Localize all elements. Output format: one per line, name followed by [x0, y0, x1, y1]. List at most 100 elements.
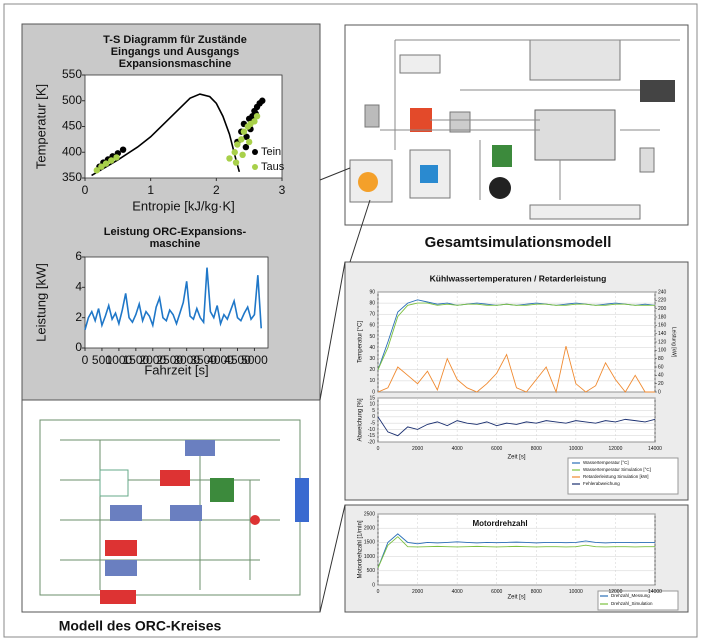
x-axis-label: Zeit [s] — [507, 455, 525, 461]
point — [245, 138, 253, 146]
x-tick-label: 8000 — [531, 589, 542, 595]
y-axis-label: Temperatur [K] — [33, 84, 48, 169]
x-tick-label: 6000 — [491, 589, 502, 595]
legend-label: Wassertemperatur [°C] — [583, 460, 629, 465]
point — [226, 155, 233, 162]
x-tick-label: 0 — [82, 183, 89, 197]
series-line — [84, 267, 263, 331]
series-line — [377, 302, 655, 370]
y-tick-label: 1500 — [364, 540, 375, 546]
y-tick-label: 0 — [372, 414, 375, 420]
y-tick-label: 2 — [75, 310, 82, 324]
x-tick-label: 1 — [147, 183, 154, 197]
y2-axis-label: Leistung [kW] — [671, 327, 677, 358]
chart-title: maschine — [150, 238, 201, 250]
series-line — [377, 536, 655, 569]
y-tick-label: 0 — [75, 340, 82, 354]
point — [239, 151, 246, 159]
x-tick-label: 5000 — [241, 353, 268, 367]
y-tick-label: 550 — [62, 67, 82, 81]
legend-label: Tein — [261, 146, 281, 158]
x-tick-label: 0 — [377, 446, 380, 452]
x-tick-label: 6000 — [491, 446, 502, 452]
y-tick-label: 4 — [75, 280, 82, 294]
orc-model-screenshot — [21, 399, 321, 613]
x-tick-label: 10000 — [569, 446, 583, 452]
y-tick-label: -5 — [371, 420, 376, 426]
y-tick-label: 0 — [372, 389, 375, 395]
x-tick-label: 10000 — [569, 589, 583, 595]
legend-label: Drehzahl_Messung — [611, 593, 650, 598]
point — [251, 118, 258, 125]
y-tick-label: 10 — [369, 378, 375, 384]
point — [259, 97, 266, 104]
y-tick-label: 70 — [369, 312, 375, 318]
y2-tick-label: 240 — [658, 289, 667, 295]
y-tick-label: 6 — [75, 249, 82, 263]
y-tick-label: 350 — [62, 170, 82, 184]
legend-label: Fehlerabweichung — [583, 481, 620, 486]
y-tick-label: 0 — [372, 582, 375, 588]
point — [253, 113, 261, 120]
y2-tick-label: 180 — [658, 314, 667, 320]
x-tick-label: 2000 — [412, 589, 423, 595]
x-axis-label: Entropie [kJ/kg·K] — [132, 198, 235, 213]
y2-tick-label: 60 — [658, 364, 664, 370]
y2-tick-label: 140 — [658, 331, 667, 337]
point — [93, 167, 101, 174]
y2-tick-label: 40 — [658, 373, 664, 379]
x-tick-label: 14000 — [648, 589, 662, 595]
point — [243, 133, 250, 140]
point — [234, 141, 241, 148]
chart-title: Kühlwassertemperaturen / Retarderleistun… — [430, 273, 607, 283]
x-tick-label: 2500 — [156, 353, 183, 367]
legend-box — [597, 590, 679, 611]
caption: Gesamtsimulationsmodell — [425, 234, 612, 251]
series-line — [377, 533, 655, 569]
connector — [319, 167, 371, 613]
y-tick-label: 500 — [62, 93, 82, 107]
y-tick-label: 2500 — [364, 511, 375, 517]
x-tick-label: 2 — [213, 183, 220, 197]
y2-tick-label: 80 — [658, 356, 664, 362]
chart-title: Eingangs und Ausgangs — [111, 46, 240, 58]
series-line — [377, 416, 656, 437]
y2-tick-label: 200 — [658, 306, 667, 312]
point — [113, 154, 120, 161]
y-tick-label: 90 — [369, 289, 375, 295]
y-tick-label: -20 — [368, 439, 375, 445]
y-axis-label: Motordrehzahl [1/min] — [358, 520, 364, 578]
legend-swatch — [252, 164, 258, 170]
point — [108, 157, 115, 164]
x-tick-label: 4500 — [224, 353, 251, 367]
x-tick-label: 4000 — [452, 446, 463, 452]
point — [231, 149, 238, 156]
point — [119, 146, 127, 153]
y-tick-label: 400 — [62, 144, 82, 158]
x-tick-label: 0 — [82, 353, 89, 367]
y-tick-label: 15 — [369, 395, 375, 401]
y2-tick-label: 100 — [658, 348, 667, 354]
series-line — [377, 346, 655, 394]
x-tick-label: 12000 — [608, 446, 622, 452]
chart-title: Motordrehzahl — [472, 519, 527, 528]
x-tick-label: 3000 — [173, 353, 200, 367]
chart-title: Expansionsmaschine — [119, 58, 232, 70]
y-tick-label: 10 — [369, 402, 375, 408]
point — [238, 136, 245, 143]
plot-area — [84, 256, 269, 349]
y-tick-label: 20 — [369, 367, 375, 373]
x-tick-label: 3 — [279, 183, 286, 197]
y-axis-label: Leistung [kW] — [33, 263, 48, 342]
overall-model-screenshot — [344, 24, 689, 226]
x-axis-label: Zeit [s] — [507, 595, 525, 601]
plot-area — [377, 513, 656, 586]
x-tick-label: 4000 — [452, 589, 463, 595]
x-tick-label: 1500 — [122, 353, 149, 367]
y-tick-label: 60 — [369, 323, 375, 329]
legend-label: Drehzahl_Simulation — [611, 601, 653, 606]
point — [242, 143, 250, 151]
legend-swatch — [252, 149, 258, 155]
x-tick-label: 12000 — [608, 589, 622, 595]
